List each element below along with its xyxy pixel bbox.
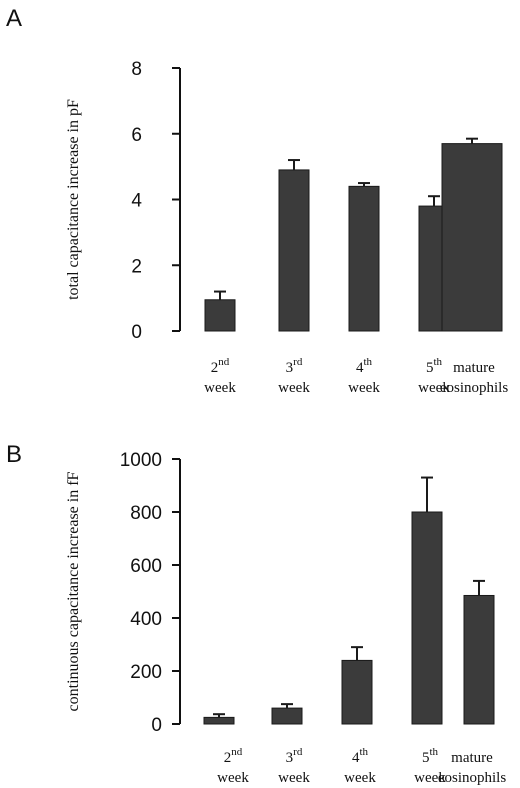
category-label: 4th: [356, 356, 373, 376]
category-label: 3rd: [286, 356, 303, 376]
y-axis-label: continuous capacitance increase in fF: [65, 471, 82, 711]
bar: [271, 707, 303, 725]
bar: [441, 143, 503, 332]
panel-a: A 0 2 4 6 8 total capacitance increase in pF 2n…: [6, 5, 508, 396]
category-label-line2: eosinophils: [440, 380, 508, 396]
category-label-line2: week: [418, 380, 450, 396]
bar: [278, 169, 310, 332]
bar: [348, 185, 380, 332]
y-tick-label: 8: [131, 59, 142, 80]
y-tick-label: 1000: [120, 450, 162, 471]
bar: [204, 299, 236, 332]
category-label-line2: week: [344, 770, 376, 786]
category-label-line2: eosinophils: [438, 770, 506, 786]
y-tick-label: 800: [130, 503, 162, 524]
y-tick-label: 600: [130, 556, 162, 577]
panel-b: B 0 200 400 600 800 1000 continuous capacitance…: [6, 441, 506, 786]
y-tick-label: 200: [130, 662, 162, 683]
category-label: 4th: [352, 746, 369, 766]
category-label: 5th: [426, 356, 443, 376]
category-label: mature: [451, 750, 493, 766]
category-label: 3rd: [286, 746, 303, 766]
y-tick-label: 400: [130, 609, 162, 630]
panel-letter: B: [6, 441, 22, 468]
bar: [341, 659, 373, 725]
y-tick-label: 2: [131, 256, 142, 277]
category-label: 2nd: [224, 746, 243, 766]
category-label-line2: week: [204, 380, 236, 396]
category-label-line2: week: [414, 770, 446, 786]
category-label: 2nd: [211, 356, 230, 376]
bar: [463, 594, 495, 725]
category-label-line2: week: [348, 380, 380, 396]
category-label: mature: [453, 360, 495, 376]
category-label-line2: week: [278, 380, 310, 396]
category-label-line2: week: [278, 770, 310, 786]
y-tick-label: 4: [131, 191, 142, 212]
bar: [411, 511, 443, 725]
panel-letter: A: [6, 5, 22, 32]
y-tick-label: 0: [131, 322, 142, 343]
y-axis-label: total capacitance increase in pF: [65, 99, 82, 300]
bar: [203, 716, 235, 725]
y-tick-label: 0: [151, 715, 162, 736]
y-tick-label: 6: [131, 125, 142, 146]
category-label-line2: week: [217, 770, 249, 786]
category-label: 5th: [422, 746, 439, 766]
